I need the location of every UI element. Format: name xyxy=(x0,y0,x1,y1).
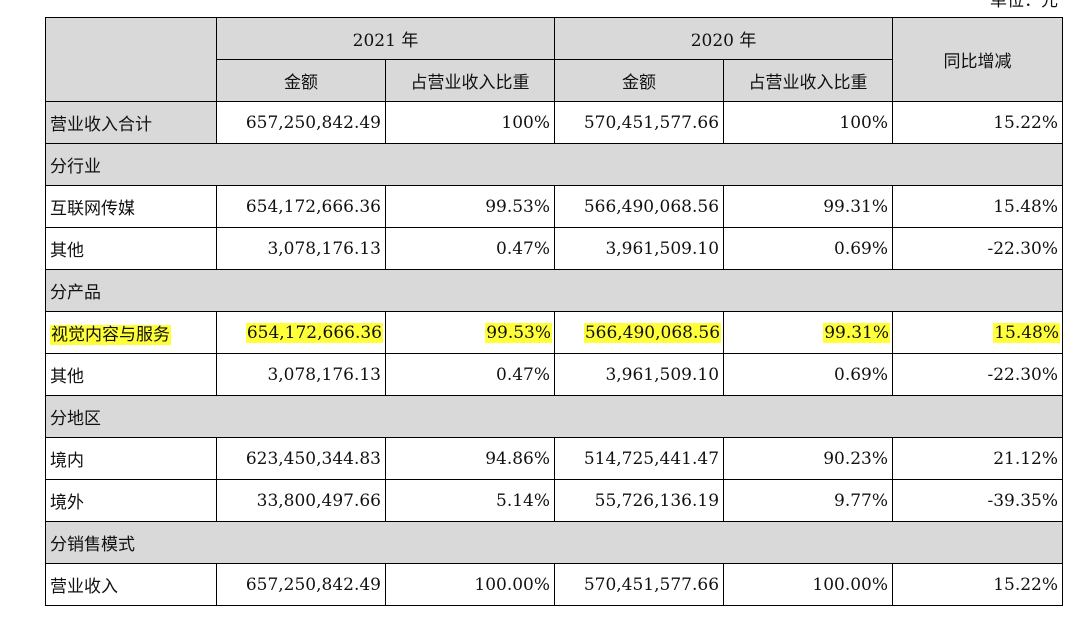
yoy-cell: 15.22% xyxy=(892,101,1064,144)
highlighted-text: 566,490,068.56 xyxy=(583,322,722,343)
yoy-cell: 15.48% xyxy=(892,311,1064,354)
header-row-columns: 金额 占营业收入比重 金额 占营业收入比重 xyxy=(46,59,1063,102)
ratio-2020-cell: 90.23% xyxy=(723,437,894,480)
ratio-2020-cell: 100% xyxy=(723,101,894,144)
table-row: 视觉内容与服务 654,172,666.36 99.53% 566,490,068.5… xyxy=(45,311,1064,354)
header-year-2020: 2020 年 xyxy=(554,17,894,60)
section-row: 分销售模式 xyxy=(44,521,1064,564)
amount-2021-cell: 654,172,666.36 xyxy=(216,311,386,354)
row-label: 营业收入合计 xyxy=(45,101,217,144)
highlighted-text: 视觉内容与服务 xyxy=(50,325,171,345)
ratio-2020-cell: 0.69% xyxy=(723,227,894,270)
table-row: 境外 33,800,497.66 5.14% 55,726,136.19 9.77% -3… xyxy=(45,479,1064,522)
amount-2020-cell: 3,961,509.10 xyxy=(554,227,725,270)
ratio-2020-cell: 99.31% xyxy=(723,311,894,354)
header-corner-cell xyxy=(45,17,217,102)
row-label: 其他 xyxy=(45,353,217,396)
row-label: 境内 xyxy=(45,437,217,480)
ratio-2021-cell: 99.53% xyxy=(384,311,556,354)
header-yoy: 同比增减 xyxy=(892,17,1064,102)
row-label: 视觉内容与服务 xyxy=(45,311,217,354)
amount-2020-cell: 55,726,136.19 xyxy=(554,479,725,522)
header-amount-2021: 金额 xyxy=(216,59,386,102)
header-ratio-2021: 占营业收入比重 xyxy=(384,59,556,102)
ratio-2020-cell: 99.31% xyxy=(723,185,894,228)
amount-2020-cell: 514,725,441.47 xyxy=(554,437,725,480)
yoy-cell: -22.30% xyxy=(892,353,1064,396)
header-year-2021: 2021 年 xyxy=(215,17,556,60)
ratio-2021-cell: 99.53% xyxy=(384,185,556,228)
section-label: 分产品 xyxy=(44,269,1064,312)
unit-label: 单位：元 xyxy=(990,0,1058,10)
row-label: 境外 xyxy=(45,479,217,522)
section-label: 分销售模式 xyxy=(44,521,1064,564)
table-row: 营业收入 657,250,842.49 100.00% 570,451,577.66 1… xyxy=(45,563,1064,606)
header-ratio-2020: 占营业收入比重 xyxy=(723,59,894,102)
ratio-2020-cell: 0.69% xyxy=(723,353,894,396)
amount-2021-cell: 3,078,176.13 xyxy=(216,227,386,270)
section-label: 分地区 xyxy=(44,395,1064,438)
yoy-cell: -39.35% xyxy=(892,479,1064,522)
ratio-2021-cell: 94.86% xyxy=(384,437,556,480)
ratio-2020-cell: 100.00% xyxy=(723,563,894,606)
section-row: 分行业 xyxy=(44,143,1064,186)
yoy-cell: -22.30% xyxy=(892,227,1064,270)
table-row: 营业收入合计 657,250,842.49 100% 570,451,577.66 10… xyxy=(45,101,1064,144)
amount-2020-cell: 3,961,509.10 xyxy=(554,353,725,396)
highlighted-text: 99.31% xyxy=(823,322,891,343)
amount-2020-cell: 570,451,577.66 xyxy=(554,101,725,144)
row-label: 营业收入 xyxy=(45,563,217,606)
amount-2021-cell: 657,250,842.49 xyxy=(216,563,386,606)
ratio-2020-cell: 9.77% xyxy=(723,479,894,522)
section-row: 分地区 xyxy=(44,395,1064,438)
yoy-cell: 21.12% xyxy=(892,437,1064,480)
header-amount-2020: 金额 xyxy=(554,59,725,102)
yoy-cell: 15.22% xyxy=(892,563,1064,606)
ratio-2021-cell: 100.00% xyxy=(384,563,556,606)
amount-2020-cell: 566,490,068.56 xyxy=(554,185,725,228)
row-label: 其他 xyxy=(45,227,217,270)
revenue-table: 2021 年 2020 年 同比增减 金额 占营业收入比重 金额 占营业收入比重… xyxy=(44,17,1064,606)
amount-2020-cell: 566,490,068.56 xyxy=(554,311,725,354)
row-label: 互联网传媒 xyxy=(45,185,217,228)
table-row: 境内 623,450,344.83 94.86% 514,725,441.47 90.2… xyxy=(45,437,1064,480)
amount-2021-cell: 33,800,497.66 xyxy=(216,479,386,522)
ratio-2021-cell: 0.47% xyxy=(384,227,556,270)
header-row-years: 2021 年 2020 年 同比增减 xyxy=(45,17,1064,102)
amount-2021-cell: 654,172,666.36 xyxy=(216,185,386,228)
section-label: 分行业 xyxy=(44,143,1064,186)
yoy-cell: 15.48% xyxy=(892,185,1064,228)
ratio-2021-cell: 100% xyxy=(384,101,556,144)
table-row: 其他 3,078,176.13 0.47% 3,961,509.10 0.69% -22.… xyxy=(45,227,1064,270)
highlighted-text: 15.48% xyxy=(993,322,1061,343)
highlighted-text: 99.53% xyxy=(485,322,553,343)
table-row: 其他 3,078,176.13 0.47% 3,961,509.10 0.69% -22.… xyxy=(45,353,1064,396)
ratio-2021-cell: 0.47% xyxy=(384,353,556,396)
amount-2020-cell: 570,451,577.66 xyxy=(554,563,725,606)
highlighted-text: 654,172,666.36 xyxy=(245,322,383,343)
amount-2021-cell: 657,250,842.49 xyxy=(216,101,386,144)
ratio-2021-cell: 5.14% xyxy=(384,479,556,522)
section-row: 分产品 xyxy=(44,269,1064,312)
amount-2021-cell: 3,078,176.13 xyxy=(216,353,386,396)
table-row: 互联网传媒 654,172,666.36 99.53% 566,490,068.56 9… xyxy=(45,185,1064,228)
amount-2021-cell: 623,450,344.83 xyxy=(216,437,386,480)
